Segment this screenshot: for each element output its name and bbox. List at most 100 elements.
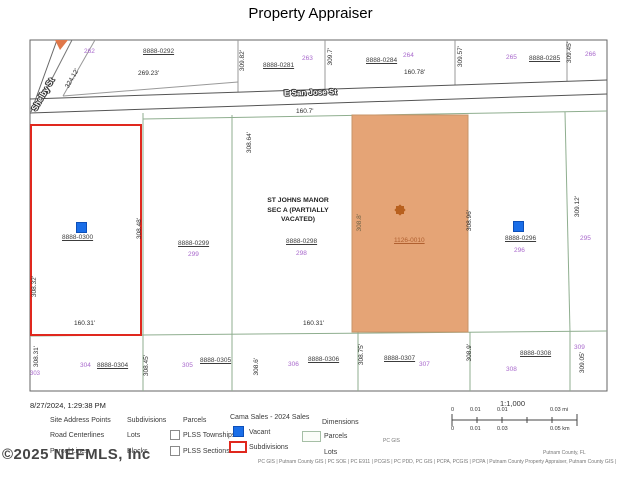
- scale-km-2: 0.03: [497, 426, 508, 432]
- scale-mi-3: 0.03 mi: [550, 407, 569, 413]
- page-title: Property Appraiser: [248, 5, 373, 22]
- subdivision-note: ST JOHNS MANOR SEC A (PARTIALLY VACATED): [267, 197, 329, 223]
- map-border: [29, 39, 608, 392]
- legend-subdivision-swatch: [229, 441, 247, 453]
- scale-km-0: 0: [451, 426, 455, 432]
- lot-number-262: 262: [84, 48, 95, 55]
- street-marker-triangle: [55, 40, 68, 50]
- lot-number-299: 299: [188, 251, 199, 258]
- parcel-label-8888-0306: 8888-0306: [308, 356, 340, 363]
- legend-subdivisions: Subdivisions: [127, 417, 167, 424]
- parcel-label-8888-0299: 8888-0299: [178, 240, 210, 247]
- dim-308-75: 308.75': [358, 344, 365, 366]
- lot-number-263: 263: [302, 55, 313, 62]
- dim-308-31: 308.31': [33, 346, 40, 368]
- dim-160-31-west: 160.31': [74, 320, 96, 327]
- dim-308-64: 308.64': [246, 132, 253, 154]
- lot-number-305: 305: [182, 362, 193, 369]
- dim-308-45: 308.45': [143, 355, 150, 377]
- legend-cama-subdivisions: Subdivisions: [249, 444, 289, 451]
- dim-309-45: 309.45': [566, 42, 573, 64]
- lot-number-296: 296: [514, 247, 525, 254]
- dim-160-7: 160.7': [296, 108, 314, 115]
- dim-308-48: 308.48': [136, 218, 143, 240]
- legend-vacant-swatch: [233, 426, 244, 437]
- vacant-marker-0300: [76, 222, 87, 233]
- mls-watermark: ©2025 NEFMLS, Inc: [2, 446, 151, 463]
- dim-308-9: 308.9': [466, 344, 473, 362]
- dim-308-96: 308.96': [466, 210, 473, 232]
- sale-parcel-label: 1126-0010: [394, 237, 425, 244]
- legend-dimensions: Dimensions: [322, 419, 359, 426]
- legend-parcel-lines: Parcel Lines: [50, 448, 89, 455]
- dim-309-12: 309.12': [574, 196, 581, 218]
- source-credit: PC GIS: [383, 438, 400, 444]
- parcel-label-8888-0305: 8888-0305: [200, 357, 232, 364]
- street-label-san-jose: E San Jose St: [283, 87, 338, 98]
- lot-number-309: 309: [574, 344, 585, 351]
- legend-dim-lots: Lots: [324, 449, 338, 456]
- parcel-label-8888-0296: 8888-0296: [505, 235, 537, 242]
- scale-ratio: 1:1,000: [500, 399, 526, 408]
- street-line-top: [29, 79, 608, 100]
- legend-vacant: Vacant: [249, 429, 271, 436]
- scale-mi-0: 0: [451, 407, 455, 413]
- attribution-line: PC GIS | Putnam County GIS | PC SOE | PC…: [258, 459, 617, 465]
- street-line-bottom: [29, 93, 608, 114]
- scale-km-3: 0.05 km: [550, 426, 570, 432]
- lot-number-295: 295: [580, 235, 591, 242]
- lot-number-265: 265: [506, 54, 517, 61]
- parcel-label-8888-0281: 8888-0281: [263, 62, 295, 69]
- legend-blocks: Blocks: [127, 448, 148, 455]
- lot-number-266: 266: [585, 51, 596, 58]
- legend-parcels: Parcels: [183, 417, 207, 424]
- parcel-label-8888-0285: 8888-0285: [529, 55, 561, 62]
- scale-bar: [451, 414, 578, 426]
- parcel-label-8888-0307: 8888-0307: [384, 355, 416, 362]
- vacant-marker-0296: [513, 221, 524, 232]
- dim-309-05: 309.05': [579, 352, 586, 374]
- legend-site-address-points: Site Address Points: [50, 417, 111, 424]
- scale-km-1: 0.01: [470, 426, 481, 432]
- legend-plss-townships: PLSS Townships: [183, 432, 236, 439]
- legend-road-centerlines: Road Centerlines: [50, 432, 105, 439]
- lot-number-264: 264: [403, 52, 414, 59]
- lot-number-308: 308: [506, 366, 517, 373]
- subject-subdivision-outline: [30, 124, 142, 336]
- lot-number-304: 304: [80, 362, 91, 369]
- lot-number-307: 307: [419, 361, 430, 368]
- dim-309-82: 309.82': [239, 50, 246, 72]
- legend-cama-header: Cama Sales - 2024 Sales: [230, 414, 310, 421]
- sale-star-icon: [394, 204, 406, 216]
- dim-308-32: 308.32': [31, 276, 38, 298]
- plss-sections-checkbox[interactable]: [170, 446, 180, 456]
- timestamp: 8/27/2024, 1:29:38 PM: [30, 401, 106, 410]
- parcel-label-8888-0298: 8888-0298: [286, 238, 318, 245]
- lot-number-298: 298: [296, 250, 307, 257]
- dim-269-23: 269.23': [138, 70, 160, 77]
- parcel-label-8888-0292: 8888-0292: [143, 48, 175, 55]
- dim-309-7: 309.7': [327, 48, 334, 66]
- county-credit: Putnam County, FL: [543, 450, 586, 456]
- plss-townships-checkbox[interactable]: [170, 430, 180, 440]
- dim-308-6: 308.6': [253, 358, 260, 376]
- parcel-label-8888-0304: 8888-0304: [97, 362, 129, 369]
- dim-309-57: 309.57': [457, 46, 464, 68]
- parcel-label-8888-0308: 8888-0308: [520, 350, 552, 357]
- legend-dim-parcels: Parcels: [324, 433, 348, 440]
- dim-160-78: 160.78': [404, 69, 426, 76]
- parcel-label-8888-0300: 8888-0300: [62, 234, 94, 241]
- legend-plss-sections: PLSS Sections: [183, 448, 230, 455]
- legend-parcels-swatch: [302, 431, 321, 442]
- dim-160-31-center: 160.31': [303, 320, 325, 327]
- lot-number-303: 303: [30, 371, 41, 377]
- scale-mi-1: 0.01: [470, 407, 481, 413]
- lot-number-306: 306: [288, 361, 299, 368]
- scale-mi-2: 0.01: [497, 407, 508, 413]
- legend-lots: Lots: [127, 432, 141, 439]
- dim-308-8: 308.8': [356, 214, 363, 232]
- parcel-label-8888-0284: 8888-0284: [366, 57, 398, 64]
- sale-parcel-highlight: [351, 114, 469, 333]
